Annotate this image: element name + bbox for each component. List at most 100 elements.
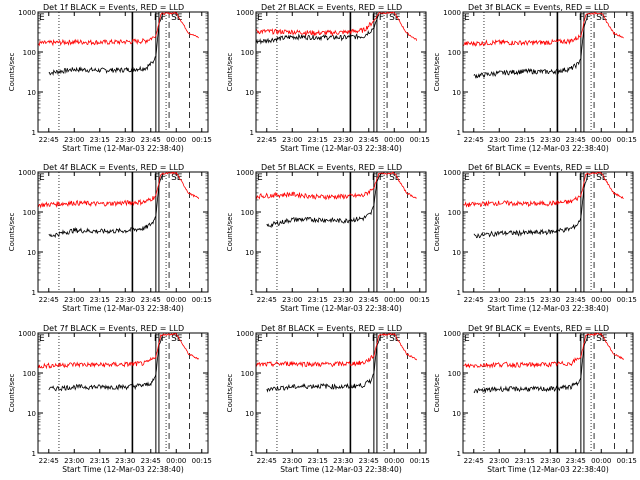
marker-label-f: F [586, 173, 591, 183]
marker-label-f: F [379, 13, 384, 23]
y-tick-label: 10 [245, 410, 254, 418]
chart-panel-3: Det 3f BLACK = Events, RED = LLD 1 10 100 10… [433, 3, 637, 153]
chart-title: Det 1f BLACK = Events, RED = LLD [43, 3, 184, 12]
y-tick-label: 1 [32, 129, 36, 137]
x-tick-label: 23:30 [115, 136, 135, 144]
marker-label-f: F [586, 334, 591, 344]
x-tick-label: 22:45 [39, 136, 59, 144]
y-axis-label: Counts/sec [433, 53, 441, 92]
x-tick-label: 23:15 [90, 136, 110, 144]
x-axis-label: Start Time (12-Mar-03 22:38:40) [62, 144, 184, 153]
marker-label-se: SE [596, 173, 608, 183]
y-axis-label: Counts/sec [8, 213, 16, 252]
plot-frame [37, 171, 209, 293]
x-tick-label: 23:30 [540, 136, 560, 144]
corner-marker-label: E [464, 173, 470, 183]
plot-frame [462, 332, 634, 454]
marker-label-se: SE [389, 334, 401, 344]
x-tick-label: 23:00 [64, 136, 84, 144]
chart-panel-8: Det 8f BLACK = Events, RED = LLD 1 10 100 10… [226, 324, 430, 474]
x-axis-label: Start Time (12-Mar-03 22:38:40) [487, 465, 609, 474]
marker-label-f: F [579, 334, 584, 344]
chart-panel-9: Det 9f BLACK = Events, RED = LLD 1 10 100 10… [433, 324, 637, 474]
marker-label-f: F [154, 334, 159, 344]
x-tick-label: 23:00 [489, 296, 509, 304]
marker-label-se: SE [596, 334, 608, 344]
x-tick-label: 23:45 [566, 296, 586, 304]
y-tick-label: 1 [457, 450, 461, 458]
x-tick-label: 00:15 [192, 457, 212, 465]
chart-title: Det 8f BLACK = Events, RED = LLD [261, 324, 402, 333]
plot-frame [255, 11, 427, 133]
chart-title: Det 5f BLACK = Events, RED = LLD [261, 163, 402, 172]
plot-frame [37, 11, 209, 133]
marker-label-f: F [586, 13, 591, 23]
y-tick-label: 1 [250, 450, 254, 458]
marker-label-se: SE [171, 13, 183, 23]
y-tick-label: 1000 [236, 330, 254, 338]
x-tick-label: 23:30 [333, 457, 353, 465]
plot-frame [37, 332, 209, 454]
x-axis-label: Start Time (12-Mar-03 22:38:40) [280, 144, 402, 153]
series-line-events [473, 334, 589, 394]
series-line-lld [463, 171, 624, 208]
y-tick-label: 1000 [443, 9, 461, 17]
series-line-events [48, 334, 164, 392]
x-tick-label: 00:00 [591, 457, 611, 465]
y-tick-label: 100 [241, 49, 254, 57]
x-tick-label: 22:45 [39, 457, 59, 465]
x-tick-label: 23:15 [308, 296, 328, 304]
x-tick-label: 22:45 [257, 457, 277, 465]
chart-panel-4: Det 4f BLACK = Events, RED = LLD 1 10 100 10… [8, 163, 212, 313]
x-tick-label: 22:45 [39, 296, 59, 304]
x-tick-label: 00:00 [166, 136, 186, 144]
x-tick-label: 23:15 [90, 457, 110, 465]
x-tick-label: 00:00 [166, 296, 186, 304]
chart-title: Det 6f BLACK = Events, RED = LLD [468, 163, 609, 172]
series-line-events [256, 14, 380, 45]
x-axis-label: Start Time (12-Mar-03 22:38:40) [487, 144, 609, 153]
x-tick-label: 23:00 [489, 457, 509, 465]
marker-label-f: F [379, 173, 384, 183]
chart-panel-1: Det 1f BLACK = Events, RED = LLD 1 10 100 10… [8, 3, 212, 153]
x-tick-label: 23:45 [359, 457, 379, 465]
marker-label-se: SE [389, 173, 401, 183]
x-tick-label: 23:45 [141, 136, 161, 144]
y-tick-label: 10 [452, 249, 461, 257]
y-tick-label: 100 [23, 209, 36, 217]
y-tick-label: 10 [27, 249, 36, 257]
x-tick-label: 00:15 [617, 136, 637, 144]
chart-panel-5: Det 5f BLACK = Events, RED = LLD 1 10 100 10… [226, 163, 430, 313]
y-tick-label: 1000 [18, 9, 36, 17]
series-line-lld [38, 171, 200, 209]
marker-label-se: SE [596, 13, 608, 23]
y-tick-label: 1000 [18, 169, 36, 177]
series-line-lld [256, 11, 418, 41]
x-tick-label: 23:45 [141, 457, 161, 465]
series-line-lld [38, 332, 200, 370]
x-tick-label: 23:45 [359, 296, 379, 304]
x-tick-label: 23:30 [333, 296, 353, 304]
y-tick-label: 100 [23, 49, 36, 57]
plot-frame [462, 171, 634, 293]
marker-label-se: SE [389, 13, 401, 23]
chart-title: Det 7f BLACK = Events, RED = LLD [43, 324, 184, 333]
y-tick-label: 100 [241, 370, 254, 378]
y-tick-label: 1000 [443, 330, 461, 338]
y-tick-label: 10 [452, 89, 461, 97]
series-line-lld [256, 332, 418, 368]
corner-marker-label: E [257, 13, 263, 23]
x-tick-label: 00:15 [192, 296, 212, 304]
series-line-events [48, 13, 164, 77]
x-tick-label: 23:30 [115, 296, 135, 304]
chart-panel-6: Det 6f BLACK = Events, RED = LLD 1 10 100 10… [433, 163, 637, 313]
chart-title: Det 9f BLACK = Events, RED = LLD [468, 324, 609, 333]
y-tick-label: 100 [241, 209, 254, 217]
chart-title: Det 2f BLACK = Events, RED = LLD [261, 3, 402, 12]
x-tick-label: 23:15 [308, 136, 328, 144]
y-axis-label: Counts/sec [8, 374, 16, 413]
y-tick-label: 10 [27, 410, 36, 418]
series-line-events [473, 13, 589, 79]
x-tick-label: 23:00 [64, 296, 84, 304]
